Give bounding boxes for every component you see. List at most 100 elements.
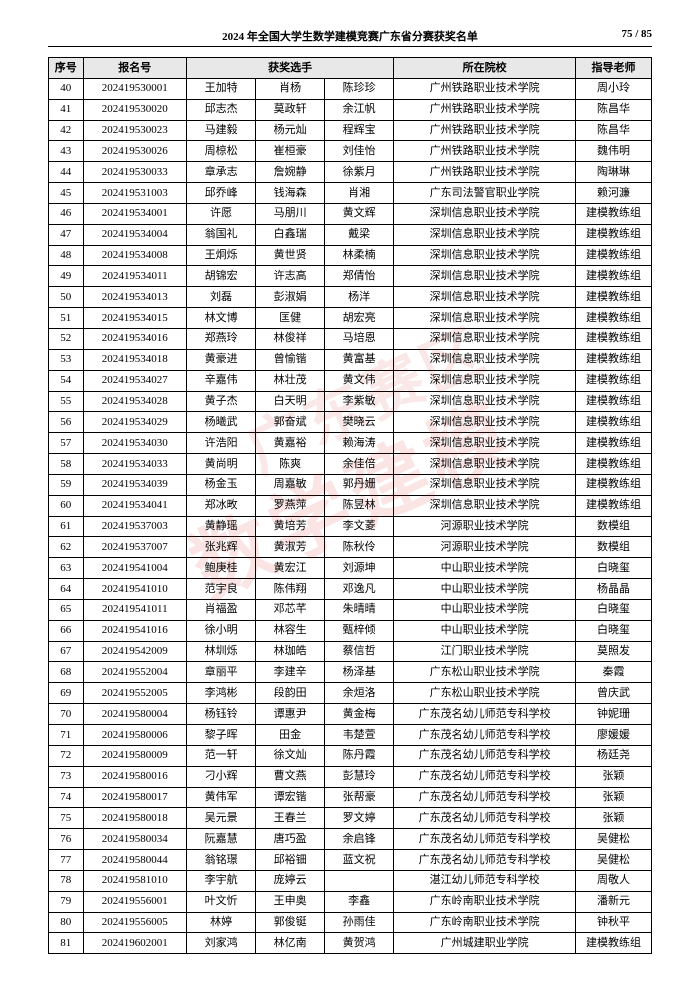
cell-p2: 邓芯芊 — [256, 599, 325, 620]
cell-id: 202419534029 — [83, 412, 187, 433]
cell-p3: 刘佳怡 — [325, 141, 394, 162]
cell-p1: 黄静瑶 — [187, 516, 256, 537]
cell-id: 202419530023 — [83, 120, 187, 141]
cell-p2: 白鑫瑞 — [256, 224, 325, 245]
cell-p1: 郑燕玲 — [187, 328, 256, 349]
cell-id: 202419534015 — [83, 308, 187, 329]
table-row: 59202419534039杨金玉周嘉敏郭丹姗深圳信息职业技术学院建模教练组 — [49, 474, 652, 495]
cell-id: 202419537007 — [83, 537, 187, 558]
cell-p2: 黄淑芳 — [256, 537, 325, 558]
cell-p2: 林容生 — [256, 620, 325, 641]
table-row: 55202419534028黄子杰白天明李紫敏深圳信息职业技术学院建模教练组 — [49, 391, 652, 412]
cell-id: 202419534028 — [83, 391, 187, 412]
cell-n: 57 — [49, 433, 84, 454]
table-row: 50202419534013刘磊彭淑娟杨洋深圳信息职业技术学院建模教练组 — [49, 287, 652, 308]
cell-p2: 黄世贤 — [256, 245, 325, 266]
cell-p1: 邱乔峰 — [187, 183, 256, 204]
cell-p2: 杨元灿 — [256, 120, 325, 141]
cell-p1: 黄尚明 — [187, 454, 256, 475]
cell-n: 46 — [49, 203, 84, 224]
cell-s: 深圳信息职业技术学院 — [394, 495, 576, 516]
col-reg: 报名号 — [83, 58, 187, 79]
cell-s: 广州铁路职业技术学院 — [394, 78, 576, 99]
cell-p3: 黄贺鸿 — [325, 933, 394, 954]
cell-p3: 李文菱 — [325, 516, 394, 537]
cell-t: 陈昌华 — [576, 120, 652, 141]
cell-p2: 许志高 — [256, 266, 325, 287]
table-row: 75202419580018吴元景王春兰罗文婷广东茂名幼儿师范专科学校张颖 — [49, 808, 652, 829]
cell-id: 202419530020 — [83, 99, 187, 120]
cell-p3: 陈昱林 — [325, 495, 394, 516]
cell-t: 建模教练组 — [576, 391, 652, 412]
cell-id: 202419552004 — [83, 662, 187, 683]
cell-p3: 余启锋 — [325, 829, 394, 850]
cell-p3 — [325, 870, 394, 891]
cell-p1: 周椋松 — [187, 141, 256, 162]
cell-s: 广东岭南职业技术学院 — [394, 912, 576, 933]
cell-p2: 王申奥 — [256, 891, 325, 912]
cell-n: 65 — [49, 599, 84, 620]
cell-p3: 余烜洛 — [325, 683, 394, 704]
cell-p2: 黄宏江 — [256, 558, 325, 579]
cell-id: 202419534033 — [83, 454, 187, 475]
cell-p2: 钱海森 — [256, 183, 325, 204]
table-row: 56202419534029杨曦武郭奋斌樊晓云深圳信息职业技术学院建模教练组 — [49, 412, 652, 433]
cell-p2: 黄嘉裕 — [256, 433, 325, 454]
cell-p3: 胡宏亮 — [325, 308, 394, 329]
cell-s: 广东茂名幼儿师范专科学校 — [394, 808, 576, 829]
cell-p3: 蓝文祝 — [325, 850, 394, 871]
cell-s: 深圳信息职业技术学院 — [394, 224, 576, 245]
cell-p1: 马建毅 — [187, 120, 256, 141]
cell-t: 建模教练组 — [576, 287, 652, 308]
award-table: 序号 报名号 获奖选手 所在院校 指导老师 40202419530001王加特肖… — [48, 57, 652, 954]
cell-s: 深圳信息职业技术学院 — [394, 287, 576, 308]
cell-n: 71 — [49, 725, 84, 746]
cell-p2: 王春兰 — [256, 808, 325, 829]
cell-id: 202419580034 — [83, 829, 187, 850]
cell-s: 深圳信息职业技术学院 — [394, 308, 576, 329]
cell-p2: 郭奋斌 — [256, 412, 325, 433]
cell-p1: 辛嘉伟 — [187, 370, 256, 391]
cell-p3: 蔡信哲 — [325, 641, 394, 662]
table-row: 70202419580004杨钰铃谭惠尹黄金梅广东茂名幼儿师范专科学校钟妮珊 — [49, 704, 652, 725]
cell-s: 深圳信息职业技术学院 — [394, 433, 576, 454]
cell-t: 建模教练组 — [576, 245, 652, 266]
cell-n: 41 — [49, 99, 84, 120]
cell-id: 202419534016 — [83, 328, 187, 349]
cell-p2: 邱裕钿 — [256, 850, 325, 871]
cell-id: 202419530001 — [83, 78, 187, 99]
cell-p2: 郭俊铤 — [256, 912, 325, 933]
cell-p1: 刁小辉 — [187, 766, 256, 787]
cell-id: 202419542009 — [83, 641, 187, 662]
cell-n: 52 — [49, 328, 84, 349]
cell-p1: 许浩阳 — [187, 433, 256, 454]
cell-p3: 郑倩怡 — [325, 266, 394, 287]
cell-p1: 范宇良 — [187, 579, 256, 600]
cell-n: 44 — [49, 162, 84, 183]
cell-s: 深圳信息职业技术学院 — [394, 266, 576, 287]
table-row: 57202419534030许浩阳黄嘉裕赖海涛深圳信息职业技术学院建模教练组 — [49, 433, 652, 454]
cell-p2: 林壮茂 — [256, 370, 325, 391]
cell-id: 202419580016 — [83, 766, 187, 787]
cell-t: 杨晶晶 — [576, 579, 652, 600]
cell-p3: 黄金梅 — [325, 704, 394, 725]
cell-t: 建模教练组 — [576, 349, 652, 370]
cell-n: 77 — [49, 850, 84, 871]
cell-n: 78 — [49, 870, 84, 891]
cell-n: 73 — [49, 766, 84, 787]
cell-p3: 罗文婷 — [325, 808, 394, 829]
cell-s: 广东茂名幼儿师范专科学校 — [394, 766, 576, 787]
table-row: 54202419534027辛嘉伟林壮茂黄文伟深圳信息职业技术学院建模教练组 — [49, 370, 652, 391]
cell-p1: 阮嘉慧 — [187, 829, 256, 850]
cell-s: 深圳信息职业技术学院 — [394, 245, 576, 266]
cell-p3: 肖湘 — [325, 183, 394, 204]
cell-p1: 章承志 — [187, 162, 256, 183]
table-row: 52202419534016郑燕玲林俊祥马培恩深圳信息职业技术学院建模教练组 — [49, 328, 652, 349]
cell-t: 张颖 — [576, 766, 652, 787]
cell-p1: 王炯烁 — [187, 245, 256, 266]
table-row: 47202419534004翁国礼白鑫瑞戴梁深圳信息职业技术学院建模教练组 — [49, 224, 652, 245]
cell-id: 202419537003 — [83, 516, 187, 537]
cell-n: 76 — [49, 829, 84, 850]
cell-id: 202419552005 — [83, 683, 187, 704]
cell-s: 中山职业技术学院 — [394, 579, 576, 600]
